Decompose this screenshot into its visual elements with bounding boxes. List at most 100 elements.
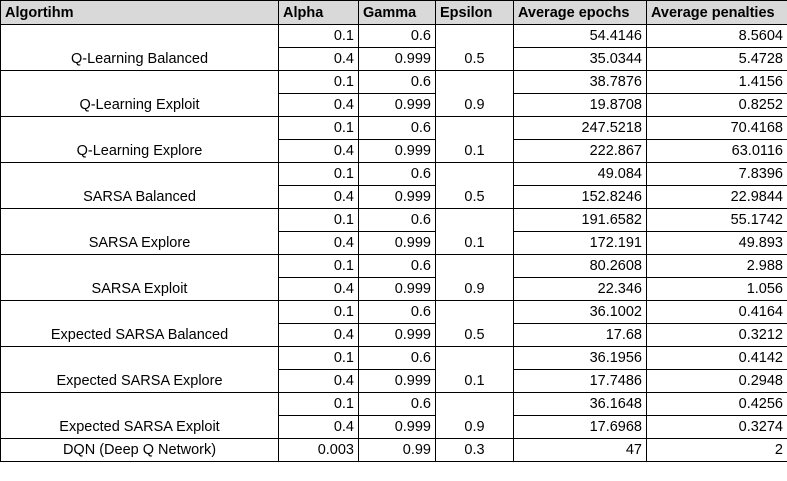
alpha-cell: 0.1 [278,300,359,324]
gamma-cell: 0.999 [358,139,436,163]
table-row: Expected SARSA Explore 0.1 0.6 0.1 36.19… [0,346,787,393]
gamma-cell: 0.6 [358,254,436,278]
epsilon-cell: 0.5 [435,162,514,209]
penalties-cell: 22.9844 [646,185,787,209]
table-row: Q-Learning Exploit 0.1 0.6 0.9 38.7876 1… [0,70,787,117]
table-row: Q-Learning Explore 0.1 0.6 0.1 247.5218 … [0,116,787,163]
epochs-cell: 49.084 [513,162,647,186]
algorithm-cell: SARSA Explore [0,208,279,255]
algorithm-cell: Q-Learning Explore [0,116,279,163]
penalties-cell: 0.8252 [646,93,787,117]
epsilon-cell: 0.9 [435,254,514,301]
gamma-cell: 0.6 [358,208,436,232]
gamma-cell: 0.6 [358,162,436,186]
algorithm-cell: SARSA Balanced [0,162,279,209]
header-gamma: Gamma [358,0,436,25]
epochs-cell: 152.8246 [513,185,647,209]
epsilon-cell: 0.5 [435,300,514,347]
penalties-cell: 63.0116 [646,139,787,163]
alpha-cell: 0.1 [278,24,359,48]
epochs-cell: 80.2608 [513,254,647,278]
epochs-cell: 54.4146 [513,24,647,48]
gamma-cell: 0.6 [358,300,436,324]
penalties-cell: 0.4256 [646,392,787,416]
gamma-cell: 0.6 [358,24,436,48]
gamma-cell: 0.999 [358,415,436,439]
penalties-cell: 0.4164 [646,300,787,324]
alpha-cell: 0.4 [278,93,359,117]
algorithm-cell: Expected SARSA Exploit [0,392,279,439]
gamma-cell: 0.999 [358,185,436,209]
gamma-cell: 0.999 [358,47,436,71]
alpha-cell: 0.4 [278,277,359,301]
gamma-cell: 0.999 [358,369,436,393]
epochs-cell: 247.5218 [513,116,647,140]
penalties-cell: 2 [646,438,787,462]
penalties-cell: 7.8396 [646,162,787,186]
penalties-cell: 8.5604 [646,24,787,48]
gamma-cell: 0.999 [358,277,436,301]
table-row: 0.4 0.999 35.0344 5.4728 [1,47,787,71]
table-row: 0.4 0.999 222.867 63.0116 [1,139,787,163]
gamma-cell: 0.999 [358,93,436,117]
header-average-epochs: Average epochs [513,0,647,25]
alpha-cell: 0.4 [278,369,359,393]
algorithm-cell: Expected SARSA Explore [0,346,279,393]
alpha-cell: 0.1 [278,70,359,94]
epochs-cell: 36.1956 [513,346,647,370]
alpha-cell: 0.1 [278,346,359,370]
table-row: 0.4 0.999 17.68 0.3212 [1,323,787,347]
header-epsilon: Epsilon [435,0,514,25]
gamma-cell: 0.999 [358,231,436,255]
alpha-cell: 0.4 [278,139,359,163]
table-row: 0.4 0.999 172.191 49.893 [1,231,787,255]
header-algorithm: Algortihm [0,0,279,25]
gamma-cell: 0.999 [358,323,436,347]
alpha-cell: 0.4 [278,185,359,209]
alpha-cell: 0.4 [278,323,359,347]
alpha-cell: 0.1 [278,116,359,140]
results-table: Algortihm Alpha Gamma Epsilon Average ep… [0,0,787,462]
epochs-cell: 17.6968 [513,415,647,439]
penalties-cell: 0.2948 [646,369,787,393]
epsilon-cell: 0.9 [435,392,514,439]
gamma-cell: 0.6 [358,392,436,416]
algorithm-cell: Expected SARSA Balanced [0,300,279,347]
table-row: Expected SARSA Balanced 0.1 0.6 0.5 36.1… [0,300,787,347]
alpha-cell: 0.003 [278,438,359,462]
epsilon-cell: 0.1 [435,346,514,393]
penalties-cell: 2.988 [646,254,787,278]
table-row: 0.4 0.999 17.7486 0.2948 [1,369,787,393]
penalties-cell: 70.4168 [646,116,787,140]
epochs-cell: 22.346 [513,277,647,301]
table-row: 0.4 0.999 22.346 1.056 [1,277,787,301]
table-row: 0.4 0.999 19.8708 0.8252 [1,93,787,117]
alpha-cell: 0.1 [278,162,359,186]
header-average-penalties: Average penalties [646,0,787,25]
penalties-cell: 0.3212 [646,323,787,347]
table-row: SARSA Explore 0.1 0.6 0.1 191.6582 55.17… [0,208,787,255]
alpha-cell: 0.4 [278,415,359,439]
algorithm-cell: DQN (Deep Q Network) [0,438,279,462]
penalties-cell: 49.893 [646,231,787,255]
epochs-cell: 19.8708 [513,93,647,117]
algorithm-cell: Q-Learning Exploit [0,70,279,117]
penalties-cell: 1.056 [646,277,787,301]
epochs-cell: 47 [513,438,647,462]
epochs-cell: 172.191 [513,231,647,255]
table-row: DQN (Deep Q Network) 0.003 0.99 0.3 47 2 [0,438,787,462]
epochs-cell: 35.0344 [513,47,647,71]
table-row: SARSA Exploit 0.1 0.6 0.9 80.2608 2.988 [0,254,787,301]
epochs-cell: 222.867 [513,139,647,163]
epsilon-cell: 0.9 [435,70,514,117]
table-row: Q-Learning Balanced 0.1 0.6 0.5 54.4146 … [0,24,787,71]
epochs-cell: 17.7486 [513,369,647,393]
alpha-cell: 0.4 [278,47,359,71]
epsilon-cell: 0.5 [435,24,514,71]
epochs-cell: 38.7876 [513,70,647,94]
epochs-cell: 191.6582 [513,208,647,232]
gamma-cell: 0.6 [358,346,436,370]
epsilon-cell: 0.1 [435,116,514,163]
penalties-cell: 1.4156 [646,70,787,94]
header-row: Algortihm Alpha Gamma Epsilon Average ep… [0,0,787,25]
